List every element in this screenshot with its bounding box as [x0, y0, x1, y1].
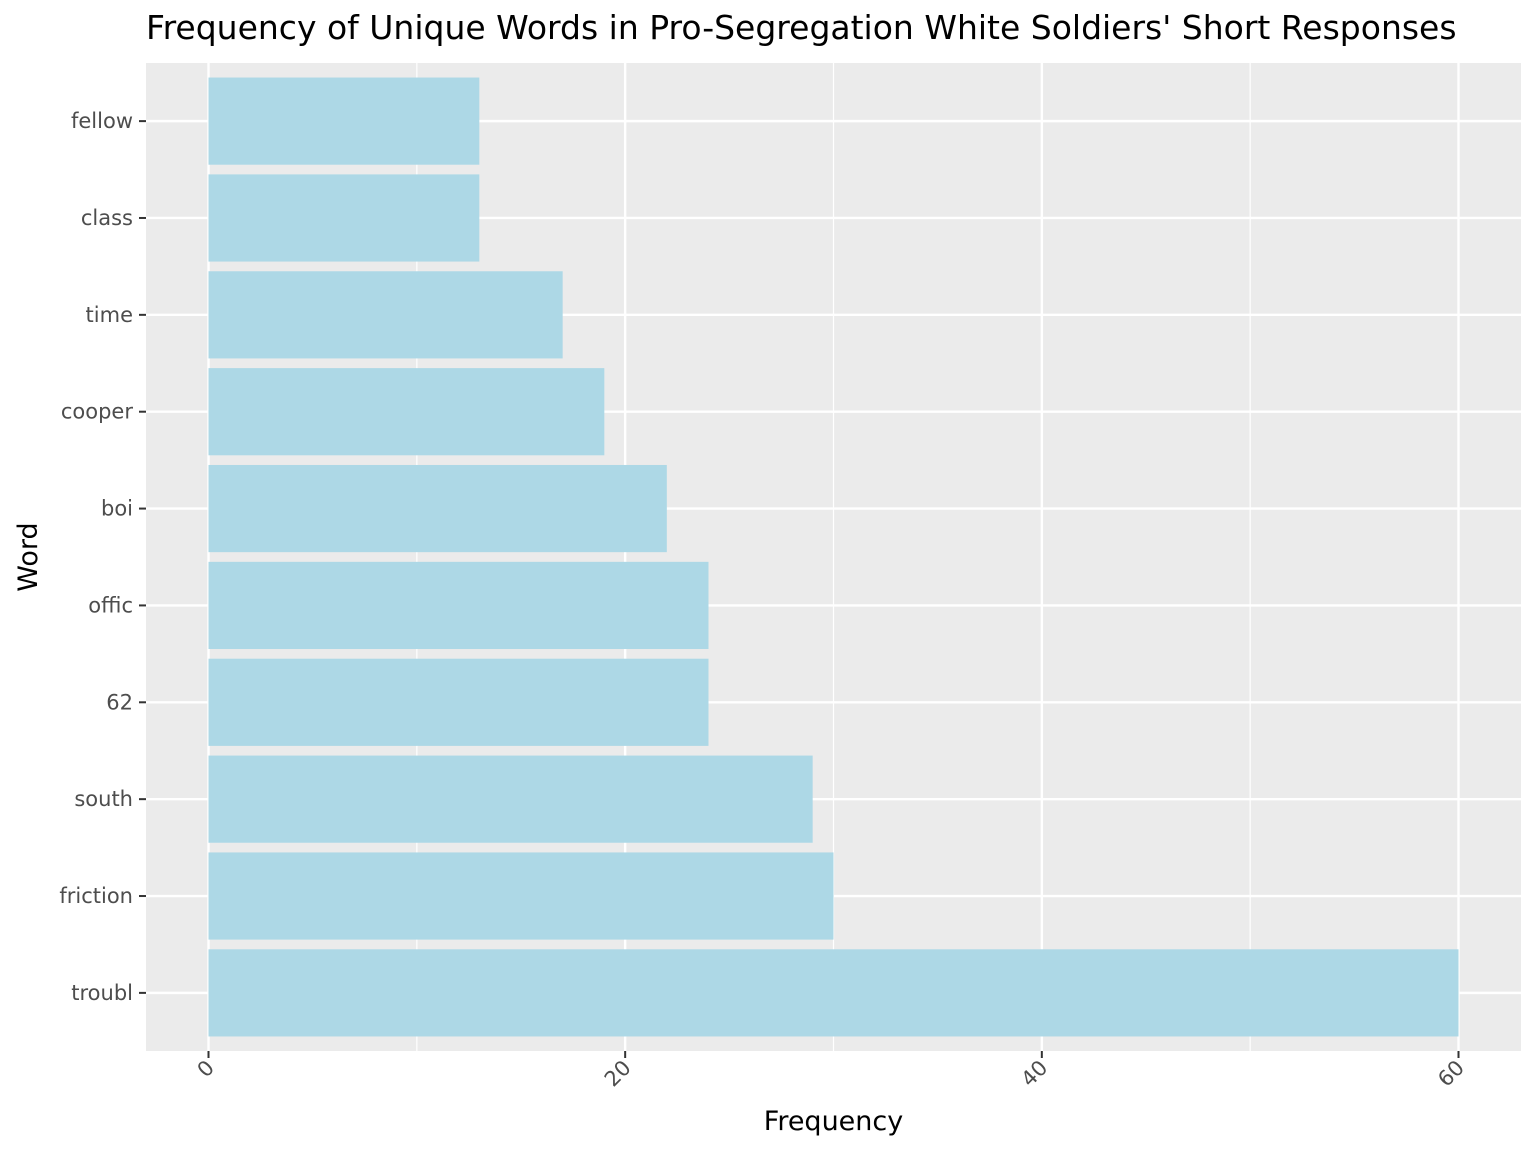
y-tick-label: fellow — [71, 109, 133, 133]
bar-friction — [208, 852, 834, 940]
bar-62 — [208, 658, 709, 746]
x-tick-label: 60 — [1433, 1056, 1469, 1092]
y-tick-label: south — [74, 787, 133, 811]
y-tick-label: offic — [88, 593, 133, 617]
x-tick-label: 0 — [193, 1056, 219, 1082]
bar-time — [208, 271, 563, 359]
bar-cooper — [208, 368, 605, 456]
y-tick-label: troubl — [71, 981, 133, 1005]
bar-troubl — [208, 949, 1459, 1037]
x-axis: 0 20 40 60 — [193, 1051, 1469, 1091]
y-tick-label: class — [81, 206, 133, 230]
y-axis-title: Word — [13, 522, 44, 591]
bar-boi — [208, 464, 667, 553]
x-tick-label: 40 — [1016, 1056, 1052, 1092]
bars — [208, 77, 1459, 1037]
bar-south — [208, 755, 813, 843]
y-tick-label: cooper — [61, 400, 133, 424]
bar-offic — [208, 561, 709, 650]
x-tick-label: 20 — [600, 1056, 636, 1092]
y-tick-label: boi — [101, 497, 133, 521]
chart-title: Frequency of Unique Words in Pro-Segrega… — [146, 8, 1457, 47]
y-axis: troubl friction south 62 offic boi cooper time c… — [59, 109, 146, 1005]
bar-class — [208, 174, 480, 262]
bar-fellow — [208, 77, 480, 165]
y-tick-label: 62 — [106, 690, 133, 714]
y-tick-label: friction — [59, 884, 133, 908]
y-tick-label: time — [86, 303, 133, 327]
x-axis-title: Frequency — [764, 1106, 904, 1137]
